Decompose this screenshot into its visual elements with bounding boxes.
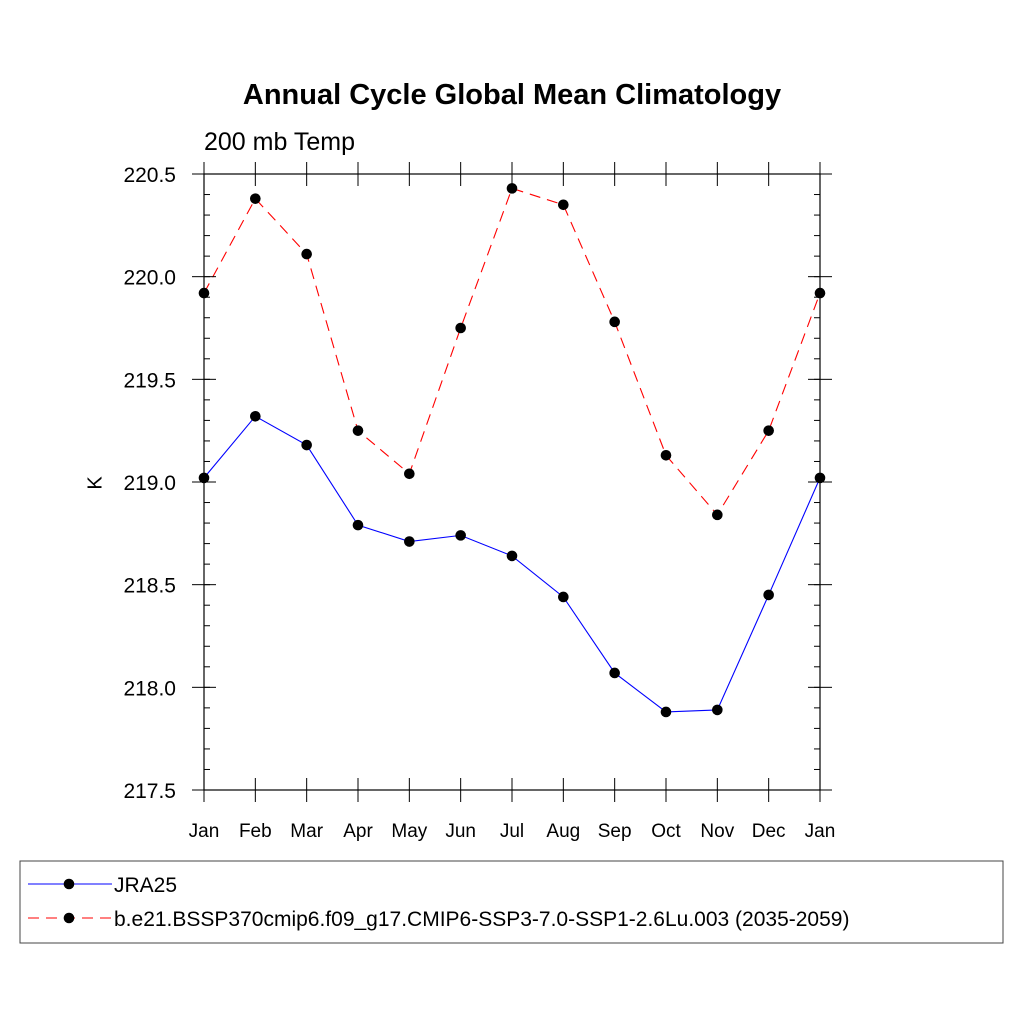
chart-title: Annual Cycle Global Mean Climatology [243,79,781,111]
series-0-point [712,704,723,716]
legend-label-0: JRA25 [114,874,177,897]
x-tick-label: Jun [445,821,476,842]
series-0-point [660,706,672,718]
y-tick-label: 217.5 [123,780,176,803]
series-0-point [455,530,466,541]
series-0-point [558,591,569,603]
series-0-point [506,550,518,562]
series-0-point [404,536,415,547]
series-1-point [250,193,261,204]
legend-marker-0 [63,878,75,890]
series-1-point [763,425,774,436]
x-tick-label: Mar [290,821,323,842]
plot-frame [203,173,821,791]
series-1-point [301,248,312,260]
y-tick-label: 218.5 [123,575,176,598]
series-0-point [250,410,261,422]
y-tick-label: 219.0 [123,472,176,495]
series-1-point [352,425,364,436]
series-1-point [455,322,466,334]
x-tick-label: Oct [651,821,681,842]
series-0-point [352,519,364,531]
series-0-point [301,439,312,451]
series-1-point [404,468,415,480]
x-tick-label: Jul [500,821,524,842]
x-tick-label: Aug [546,821,580,842]
series-1-point [660,450,672,461]
series-1-point [558,199,569,211]
series-1-point [609,316,620,328]
y-axis-label: K [84,476,106,490]
legend-box [19,860,1004,944]
x-tick-label: Nov [700,821,734,842]
x-tick-label: May [391,821,427,842]
x-tick-label: Feb [239,821,272,842]
series-line-0 [203,415,821,713]
series-1-point [506,183,518,194]
legend-label-1: b.e21.BSSP370cmip6.f09_g17.CMIP6-SSP3-7.… [114,908,849,931]
series-1-point [712,509,723,521]
x-tick-label: Jan [189,821,220,842]
y-tick-label: 218.0 [123,677,176,700]
y-tick-label: 219.5 [123,369,176,392]
x-tick-label: Sep [598,821,632,842]
x-tick-label: Dec [752,821,786,842]
series-0-point [763,589,774,601]
chart-subtitle: 200 mb Temp [204,128,355,156]
x-tick-label: Jan [805,821,836,842]
series-0-point [609,667,620,679]
x-tick-label: Apr [343,821,373,842]
y-tick-label: 220.0 [123,267,176,290]
series-line-1 [203,187,821,516]
y-tick-label: 220.5 [123,164,176,187]
legend-marker-1 [63,912,75,924]
